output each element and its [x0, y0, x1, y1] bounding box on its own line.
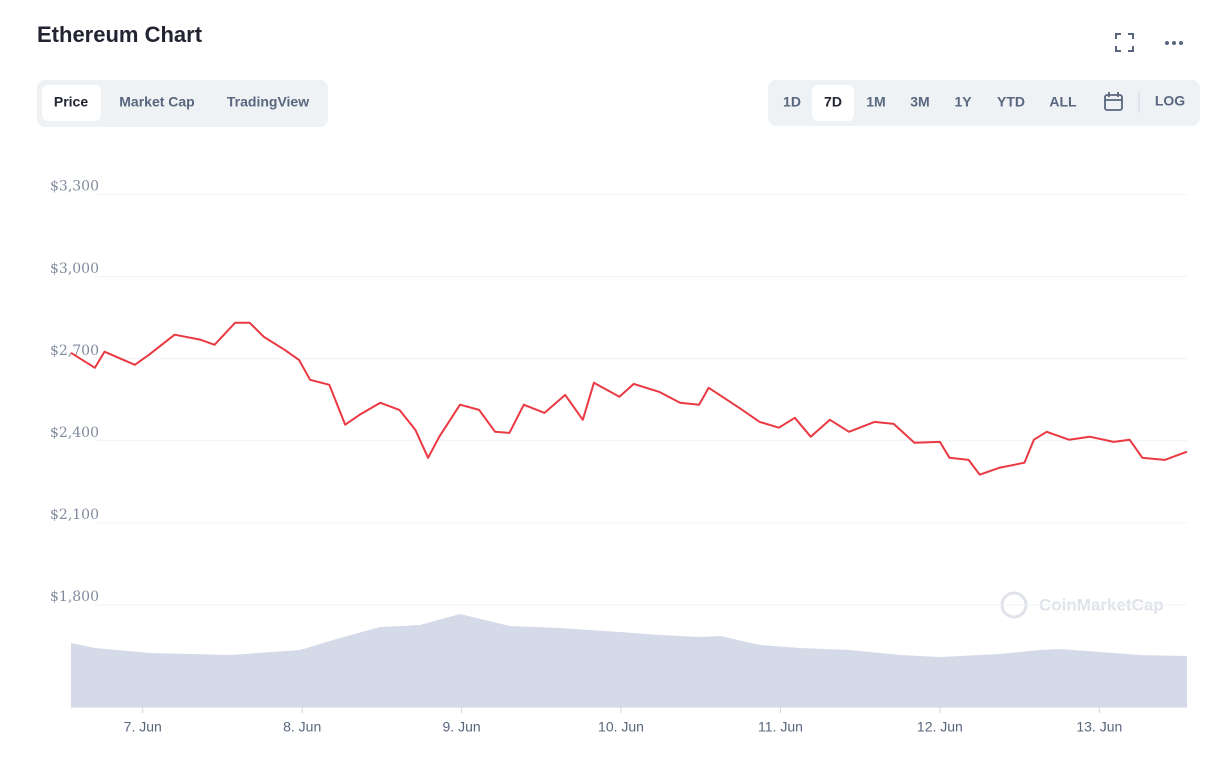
range-button[interactable]: 7D — [824, 94, 842, 110]
x-tick-label: 12. Jun — [917, 719, 963, 735]
x-tick-label: 9. Jun — [443, 719, 481, 735]
tab-button[interactable]: Market Cap — [119, 94, 194, 110]
y-tick-label: $1,800 — [50, 589, 99, 605]
x-tick-label: 8. Jun — [283, 719, 321, 735]
volume-area — [71, 614, 1187, 707]
range-active — [812, 85, 854, 121]
y-tick-label: $2,700 — [50, 343, 99, 359]
y-tick-label: $2,100 — [50, 507, 99, 523]
chart-title: Ethereum Chart — [37, 22, 203, 47]
y-tick-label: $3,300 — [50, 179, 99, 195]
range-button[interactable]: 3M — [910, 94, 929, 110]
range-group — [768, 80, 1200, 126]
range-button[interactable]: 1M — [866, 94, 885, 110]
x-tick-label: 7. Jun — [124, 719, 162, 735]
x-tick-label: 10. Jun — [598, 719, 644, 735]
tab-button[interactable]: TradingView — [227, 94, 309, 110]
x-tick-label: 11. Jun — [758, 719, 803, 735]
x-tick-label: 13. Jun — [1076, 719, 1122, 735]
y-tick-label: $3,000 — [50, 261, 99, 277]
range-button[interactable]: YTD — [997, 94, 1025, 110]
y-tick-label: $2,400 — [50, 425, 99, 441]
tab-active — [42, 85, 101, 121]
tab-group — [37, 80, 328, 127]
more-icon[interactable] — [1165, 41, 1183, 45]
log-button[interactable]: LOG — [1155, 93, 1185, 109]
calendar-icon[interactable] — [1104, 92, 1123, 111]
range-button[interactable]: ALL — [1049, 94, 1077, 110]
fullscreen-icon[interactable] — [1115, 33, 1134, 52]
tab-button[interactable]: Price — [54, 94, 88, 110]
price-line — [70, 321, 1188, 476]
range-button[interactable]: 1D — [783, 94, 801, 110]
range-button[interactable]: 1Y — [954, 94, 972, 110]
